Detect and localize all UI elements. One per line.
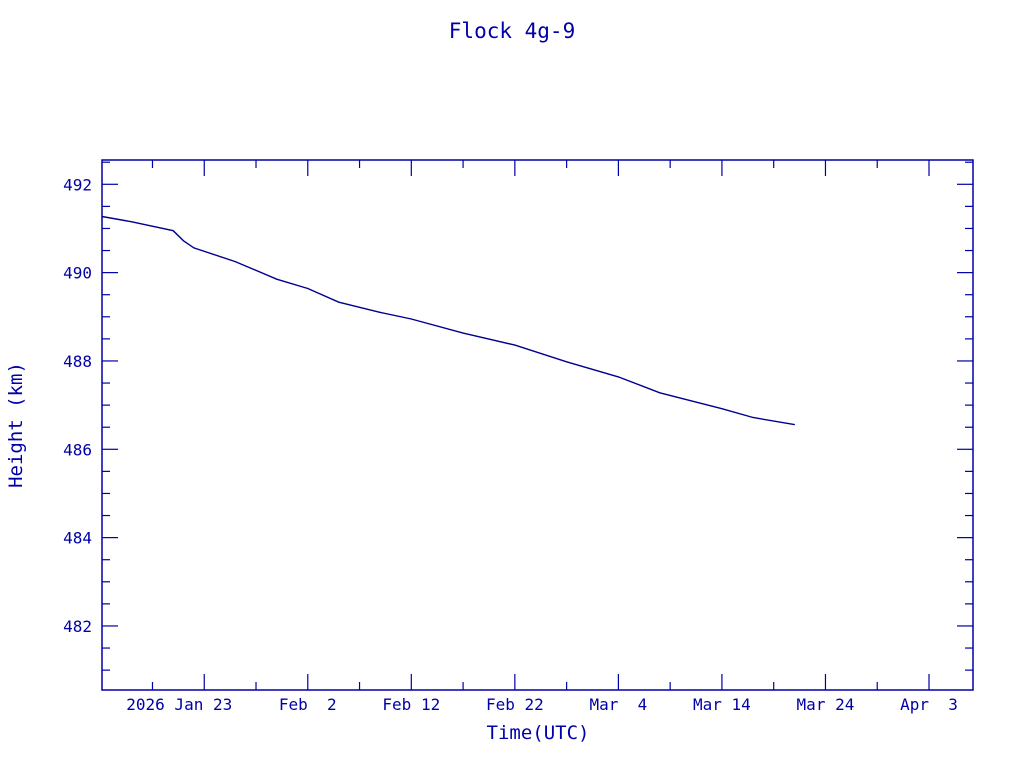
data-point bbox=[172, 230, 174, 232]
data-point bbox=[721, 408, 723, 410]
data-point bbox=[131, 221, 133, 223]
data-point bbox=[566, 361, 568, 363]
data-point bbox=[193, 247, 195, 249]
x-tick-label: Apr 3 bbox=[900, 695, 958, 714]
x-tick-label: Mar 4 bbox=[589, 695, 647, 714]
data-point bbox=[379, 311, 381, 313]
y-tick-label: 484 bbox=[63, 529, 92, 548]
series-line bbox=[101, 215, 795, 426]
data-point bbox=[234, 260, 236, 263]
data-point bbox=[659, 392, 661, 394]
data-point bbox=[101, 215, 103, 218]
data-point bbox=[514, 344, 516, 346]
x-tick-label: 2026 Jan 23 bbox=[126, 695, 232, 714]
y-tick-label: 482 bbox=[63, 617, 92, 636]
data-point bbox=[276, 278, 278, 280]
x-tick-label: Mar 24 bbox=[797, 695, 855, 714]
data-point bbox=[752, 416, 754, 419]
y-tick-label: 490 bbox=[63, 264, 92, 283]
data-point bbox=[617, 376, 619, 378]
data-point bbox=[338, 301, 340, 303]
x-tick-label: Feb 2 bbox=[279, 695, 337, 714]
data-point bbox=[182, 240, 185, 242]
x-tick-label: Mar 14 bbox=[693, 695, 751, 714]
data-point bbox=[793, 423, 795, 426]
x-axis-label: Time(UTC) bbox=[487, 722, 590, 744]
y-tick-label: 492 bbox=[63, 175, 92, 194]
y-axis-label: Height (km) bbox=[5, 362, 27, 488]
y-tick-label: 488 bbox=[63, 352, 92, 371]
x-tick-label: Feb 12 bbox=[382, 695, 440, 714]
data-point bbox=[307, 287, 309, 290]
plot-frame bbox=[101, 159, 974, 691]
data-point bbox=[462, 332, 464, 334]
chart-title: Flock 4g-9 bbox=[449, 19, 575, 43]
x-tick-label: Feb 22 bbox=[486, 695, 544, 714]
y-tick-label: 486 bbox=[63, 440, 92, 459]
data-point bbox=[410, 318, 412, 320]
